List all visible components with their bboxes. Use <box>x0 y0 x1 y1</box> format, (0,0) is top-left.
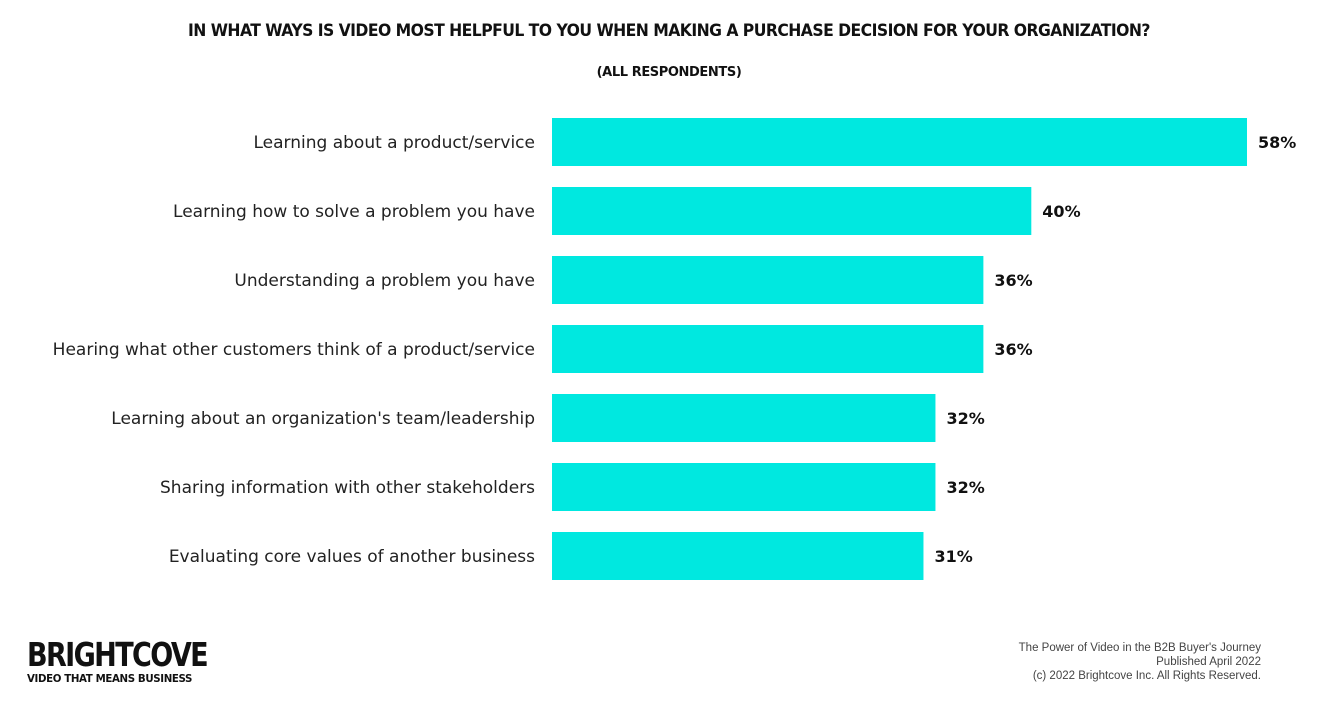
bar <box>552 256 984 304</box>
logo-wordmark: BRIGHTCOVE <box>27 635 209 674</box>
bar-chart: Learning about a product/service 58% Learn… <box>53 118 1296 580</box>
bar <box>552 463 936 511</box>
bar <box>552 394 936 442</box>
category-label: Learning about an organization's team/le… <box>111 409 535 429</box>
footer-report-title: The Power of Video in the B2B Buyer's Jo… <box>1018 642 1261 654</box>
data-label: 36% <box>994 340 1032 359</box>
category-label: Learning about a product/service <box>254 133 536 153</box>
category-label: Sharing information with other stakehold… <box>160 478 535 498</box>
data-label: 40% <box>1042 202 1080 221</box>
bar <box>552 532 924 580</box>
data-label: 31% <box>934 547 972 566</box>
category-label: Evaluating core values of another busine… <box>169 547 535 567</box>
data-label: 36% <box>994 271 1032 290</box>
data-label: 32% <box>946 478 984 497</box>
category-label: Learning how to solve a problem you have <box>173 202 535 222</box>
footer-copyright: (c) 2022 Brightcove Inc. All Rights Rese… <box>1032 670 1261 682</box>
logo-tagline: VIDEO THAT MEANS BUSINESS <box>27 672 193 685</box>
bar <box>552 187 1032 235</box>
footer-published: Published April 2022 <box>1156 656 1261 668</box>
bar <box>552 118 1247 166</box>
brightcove-logo: BRIGHTCOVE VIDEO THAT MEANS BUSINESS <box>27 635 247 686</box>
data-label: 58% <box>1258 133 1296 152</box>
bar <box>552 325 984 373</box>
chart-subtitle: (ALL RESPONDENTS) <box>596 65 742 80</box>
footer-credits: The Power of Video in the B2B Buyer's Jo… <box>1019 641 1261 683</box>
category-label: Hearing what other customers think of a … <box>53 340 535 360</box>
category-label: Understanding a problem you have <box>234 271 535 291</box>
chart-title: IN WHAT WAYS IS VIDEO MOST HELPFUL TO YO… <box>188 21 1150 41</box>
data-label: 32% <box>946 409 984 428</box>
